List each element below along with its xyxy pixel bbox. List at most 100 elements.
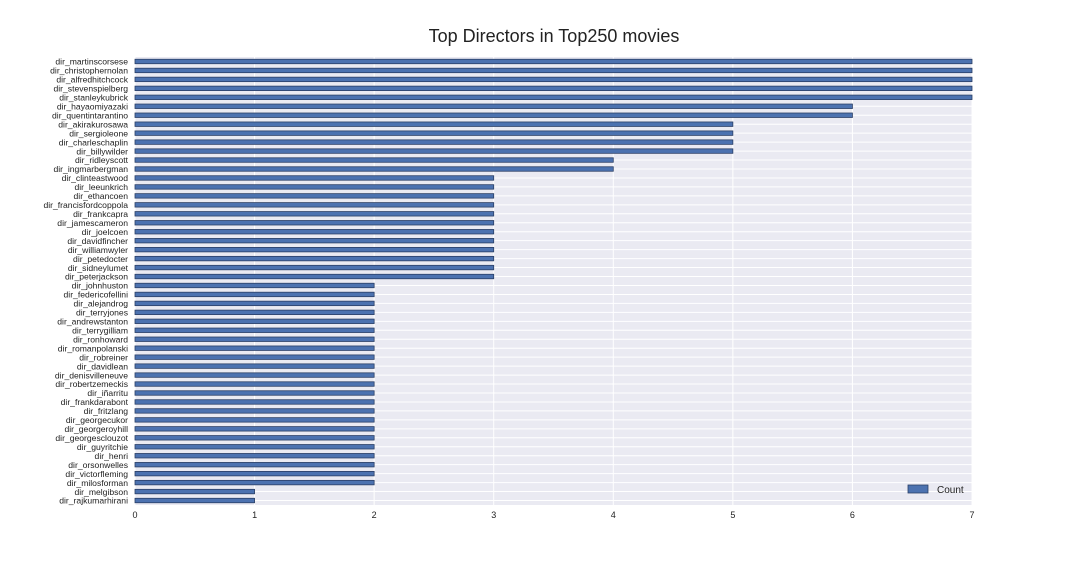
bar-dir_williamwyler bbox=[134, 246, 495, 253]
bar-dir_martinscorsese bbox=[134, 58, 973, 65]
bar-dir_robertzemeckis bbox=[134, 381, 375, 387]
bar-dir_davidlean bbox=[134, 363, 375, 369]
x-tick-label: 0 bbox=[132, 510, 137, 520]
y-tick-label: dir_peterjackson bbox=[65, 272, 128, 282]
bar-dir_georgesclouzot bbox=[134, 435, 375, 441]
bar-dir_clinteastwood bbox=[134, 175, 495, 181]
bar-dir_ronhoward bbox=[134, 336, 375, 342]
y-tick-label: dir_fritzlang bbox=[84, 406, 129, 416]
y-tick-label: dir_milosforman bbox=[67, 478, 128, 488]
bar-dir_ethancoen bbox=[134, 193, 495, 199]
y-tick-label: dir_georgeroyhill bbox=[64, 424, 128, 434]
y-tick-label: dir_orsonwelles bbox=[68, 460, 128, 470]
y-tick-label: dir_rajkumarhirani bbox=[59, 496, 128, 506]
y-tick-label: dir_jamescameron bbox=[57, 218, 128, 228]
y-tick-label: dir_stevenspielberg bbox=[53, 84, 128, 94]
bar-dir_leeunkrich bbox=[134, 184, 495, 190]
bar-dir_sidneylumet bbox=[134, 264, 495, 271]
bar-dir_romanpolanski bbox=[134, 345, 375, 351]
legend-swatch bbox=[907, 484, 929, 494]
y-tick-label: dir_christophernolan bbox=[50, 66, 128, 76]
bar-dir_terryjones bbox=[134, 309, 375, 315]
bar-dir_alfredhitchcock bbox=[134, 76, 973, 83]
y-tick-label: dir_alfredhitchcock bbox=[56, 75, 128, 85]
x-tick-label: 2 bbox=[372, 510, 377, 520]
y-tick-label: dir_andrewstanton bbox=[57, 317, 128, 327]
x-tick-label: 5 bbox=[730, 510, 735, 520]
bar-dir_quentintarantino bbox=[134, 112, 853, 118]
y-tick-label: dir_alejandrog bbox=[74, 299, 129, 309]
bar-dir_charleschaplin bbox=[134, 139, 734, 145]
y-tick-label: dir_henri bbox=[95, 451, 129, 461]
y-tick-label: dir_georgecukor bbox=[66, 415, 128, 425]
bar-dir_stanleykubrick bbox=[134, 94, 973, 100]
y-tick-label: dir_federicofellini bbox=[64, 290, 129, 300]
bar-dir_iñarritu bbox=[134, 390, 375, 396]
y-tick-label: dir_melgibson bbox=[74, 487, 128, 497]
bar-dir_billywilder bbox=[134, 148, 734, 154]
bar-dir_federicofellini bbox=[134, 291, 375, 298]
y-tick-label: dir_denisvilleneuve bbox=[55, 370, 128, 380]
y-tick-label: dir_stanleykubrick bbox=[59, 93, 128, 103]
x-tick-label: 6 bbox=[850, 510, 855, 520]
bar-dir_peterjackson bbox=[134, 273, 495, 280]
y-tick-label: dir_petedocter bbox=[73, 254, 128, 264]
y-tick-label: dir_leeunkrich bbox=[74, 182, 128, 192]
y-tick-label: dir_romanpolanski bbox=[58, 343, 128, 353]
bar-dir_denisvilleneuve bbox=[134, 372, 375, 378]
y-tick-label: dir_ethancoen bbox=[74, 191, 129, 201]
y-tick-label: dir_robreiner bbox=[79, 352, 128, 362]
bar-dir_francisfordcoppola bbox=[134, 202, 495, 208]
y-tick-label: dir_sergioleone bbox=[69, 128, 128, 138]
y-tick-label: dir_davidlean bbox=[77, 361, 128, 371]
bar-dir_georgecukor bbox=[134, 417, 375, 423]
x-tick-label: 1 bbox=[252, 510, 257, 520]
y-tick-label: dir_charleschaplin bbox=[59, 137, 128, 147]
bar-dir_melgibson bbox=[134, 488, 255, 495]
bar-dir_georgeroyhill bbox=[134, 426, 375, 432]
y-tick-label: dir_iñarritu bbox=[87, 388, 128, 398]
y-tick-label: dir_ridleyscott bbox=[75, 155, 129, 165]
y-tick-label: dir_johnhuston bbox=[72, 281, 129, 291]
bar-dir_sergioleone bbox=[134, 130, 734, 136]
bar-dir_robreiner bbox=[134, 354, 375, 360]
y-tick-label: dir_billywilder bbox=[76, 146, 128, 156]
bars bbox=[134, 58, 973, 504]
bar-dir_petedocter bbox=[134, 255, 495, 262]
bar-dir_fritzlang bbox=[134, 408, 375, 414]
x-tick-label: 4 bbox=[611, 510, 616, 520]
y-tick-label: dir_sidneylumet bbox=[68, 263, 129, 273]
y-tick-label: dir_williamwyler bbox=[68, 245, 128, 255]
y-tick-label: dir_guyritchie bbox=[77, 442, 128, 452]
y-tick-label: dir_robertzemeckis bbox=[55, 379, 128, 389]
y-tick-label: dir_frankcapra bbox=[73, 209, 128, 219]
bar-dir_andrewstanton bbox=[134, 318, 375, 324]
bar-dir_guyritchie bbox=[134, 444, 375, 450]
y-tick-label: dir_ronhoward bbox=[73, 334, 128, 344]
x-tick-labels: 0 1 2 3 4 5 6 7 bbox=[132, 510, 974, 520]
bar-dir_christophernolan bbox=[134, 67, 973, 74]
bar-dir_frankdarabont bbox=[134, 399, 375, 405]
bar-dir_davidfincher bbox=[134, 238, 495, 244]
bar-dir_milosforman bbox=[134, 479, 375, 486]
legend: Count bbox=[907, 484, 964, 496]
y-tick-label: dir_frankdarabont bbox=[61, 397, 129, 407]
x-tick-label: 7 bbox=[969, 510, 974, 520]
bar-dir_alejandrog bbox=[134, 300, 375, 307]
y-tick-label: dir_victorfleming bbox=[65, 469, 128, 479]
y-tick-label: dir_georgesclouzot bbox=[55, 433, 128, 443]
bar-dir_akirakurosawa bbox=[134, 121, 734, 127]
bar-dir_stevenspielberg bbox=[134, 85, 973, 92]
bar-dir_jamescameron bbox=[134, 220, 495, 226]
bar-dir_ridleyscott bbox=[134, 157, 614, 163]
bar-dir_joelcoen bbox=[134, 229, 495, 235]
y-tick-label: dir_terryjones bbox=[76, 308, 128, 318]
y-tick-label: dir_francisfordcoppola bbox=[43, 200, 128, 210]
bar-dir_frankcapra bbox=[134, 211, 495, 217]
y-tick-label: dir_clinteastwood bbox=[62, 173, 129, 183]
y-tick-label: dir_terrygilliam bbox=[72, 325, 128, 335]
y-tick-labels: dir_martinscorsesedir_christophernolandi… bbox=[43, 57, 128, 506]
chart-title: Top Directors in Top250 movies bbox=[428, 26, 680, 46]
